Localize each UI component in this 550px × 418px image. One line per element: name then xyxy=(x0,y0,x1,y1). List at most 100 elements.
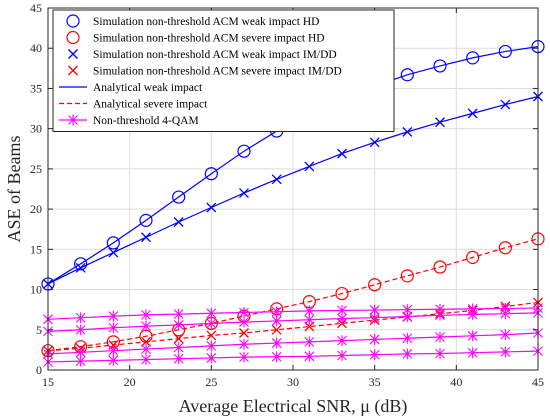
y-tick-label: 45 xyxy=(30,1,42,15)
series-5-point xyxy=(141,309,151,321)
series-6-point xyxy=(500,308,511,320)
marker-stroke xyxy=(68,49,78,59)
y-tick-label: 15 xyxy=(30,242,42,256)
series-3-line xyxy=(47,238,539,352)
series-6-line xyxy=(47,312,539,332)
x-tick-label: 35 xyxy=(369,375,381,389)
legend-entry-3: Simulation non-threshold ACM weak impact… xyxy=(68,49,337,61)
series-8-point xyxy=(239,351,249,363)
marker-stroke xyxy=(141,336,151,347)
series-2-point xyxy=(239,188,249,198)
marker-stroke xyxy=(206,330,217,341)
series-7 xyxy=(43,327,543,360)
x-tick-label: 40 xyxy=(450,375,462,389)
series-6-point xyxy=(75,324,86,336)
series-3-point xyxy=(400,269,414,283)
legend-marker xyxy=(68,49,78,59)
legend-entry-1: Simulation non-threshold ACM weak impact… xyxy=(66,14,319,28)
series-6-point xyxy=(108,322,119,334)
legend-marker xyxy=(68,114,78,126)
legend-label: Non-threshold 4-QAM xyxy=(93,115,199,127)
series-5-point xyxy=(108,310,119,322)
marker-stroke xyxy=(304,321,315,332)
series-7-point xyxy=(239,338,249,350)
series-5-point xyxy=(173,308,184,320)
series-8-point xyxy=(435,348,445,359)
series-8-point xyxy=(173,353,184,365)
y-tick-label: 5 xyxy=(36,323,42,337)
marker-stroke xyxy=(467,108,478,119)
y-tick-label: 40 xyxy=(30,41,42,55)
legend-marker xyxy=(66,14,80,28)
series-6-point xyxy=(304,314,315,326)
series-2-point xyxy=(500,99,511,110)
series-8-point xyxy=(271,351,282,363)
series-1-point xyxy=(139,213,153,227)
series-1-point xyxy=(74,257,88,271)
series-4-point xyxy=(206,330,217,341)
series-2-point xyxy=(271,174,282,185)
legend-label: Analytical weak impact xyxy=(93,82,203,94)
series-8-point xyxy=(337,350,347,361)
series-7-point xyxy=(500,329,511,341)
series-7-point xyxy=(467,330,478,342)
legend-box xyxy=(52,9,395,132)
series-2-point xyxy=(206,202,217,213)
series-1-point xyxy=(433,59,447,73)
legend-marker xyxy=(68,65,78,76)
series-8-point xyxy=(369,349,380,361)
series-2-point xyxy=(75,262,86,273)
series-3-point xyxy=(433,260,447,274)
series-8-point xyxy=(75,355,86,367)
legend-label: Simulation non-threshold ACM severe impa… xyxy=(93,66,342,78)
marker-stroke xyxy=(173,217,184,227)
y-tick-label: 30 xyxy=(30,122,42,136)
marker-stroke xyxy=(173,333,184,344)
x-tick-label: 15 xyxy=(42,375,54,389)
series-8-point xyxy=(304,350,315,362)
marker-stroke xyxy=(271,324,282,335)
series-1-point xyxy=(204,167,218,181)
series-7-point xyxy=(141,343,151,355)
series-7-point xyxy=(402,332,413,344)
series-8-point xyxy=(500,346,511,358)
marker-stroke xyxy=(239,328,249,338)
series-2-point xyxy=(173,217,184,227)
legend-entry-6: Analytical severe impact xyxy=(59,99,208,111)
series-4-point xyxy=(239,328,249,338)
series-7-point xyxy=(337,335,347,347)
legend-entry-2: Simulation non-threshold ACM severe impa… xyxy=(66,30,325,45)
series-6-point xyxy=(337,313,347,324)
legend-entry-5: Analytical weak impact xyxy=(59,82,203,94)
series-2-point xyxy=(304,161,315,172)
series-1-point xyxy=(106,236,120,250)
series-3-point xyxy=(466,250,480,264)
series-7-point xyxy=(369,334,380,345)
marker-stroke xyxy=(435,117,445,128)
series-7-line xyxy=(47,332,539,355)
marker-stroke xyxy=(75,262,86,273)
series-6-point xyxy=(239,316,249,328)
series-4-line xyxy=(47,301,539,352)
series-6-point xyxy=(141,320,151,332)
y-tick-label: 35 xyxy=(30,81,42,95)
series-3-point xyxy=(498,241,512,255)
marker-stroke xyxy=(402,126,413,137)
series-6-point xyxy=(467,309,478,320)
series-2-point xyxy=(435,117,445,128)
series-2-point xyxy=(467,108,478,119)
legend-label: Simulation non-threshold ACM severe impa… xyxy=(93,33,325,45)
series-2-point xyxy=(337,148,347,159)
series-6-point xyxy=(173,319,184,331)
legend-entry-4: Simulation non-threshold ACM severe impa… xyxy=(68,65,342,78)
marker-stroke xyxy=(500,99,511,110)
series-6-point xyxy=(369,312,380,324)
legend: Simulation non-threshold ACM weak impact… xyxy=(52,9,395,132)
series-5-point xyxy=(271,306,282,318)
series-6 xyxy=(43,307,543,337)
series-7-point xyxy=(206,340,217,352)
marker-stroke xyxy=(337,148,347,159)
marker-stroke xyxy=(141,232,151,243)
series-3-point xyxy=(335,286,349,301)
series-4-point xyxy=(271,324,282,335)
